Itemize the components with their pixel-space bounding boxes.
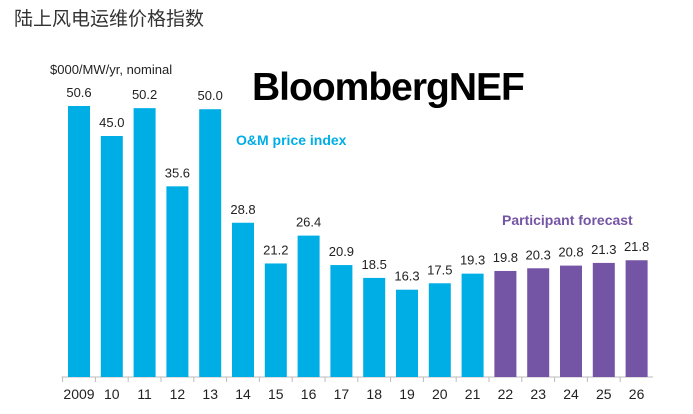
data-label-12: 35.6: [165, 165, 190, 180]
data-label-2009: 50.6: [66, 85, 91, 100]
bar-20: [428, 283, 451, 377]
data-label-20: 17.5: [427, 262, 452, 277]
bar-25: [592, 262, 615, 377]
x-tick-label-10: 10: [104, 386, 120, 402]
x-tick-label-18: 18: [366, 386, 382, 402]
bar-12: [166, 186, 189, 377]
data-label-15: 21.2: [263, 242, 288, 257]
bar-10: [100, 135, 123, 377]
data-label-13: 50.0: [198, 88, 223, 103]
series-label-forecast: Participant forecast: [502, 212, 633, 228]
x-tick-label-26: 26: [629, 386, 645, 402]
x-tick-label-25: 25: [596, 386, 612, 402]
bar-13: [199, 109, 222, 377]
bar-17: [330, 265, 353, 377]
bar-22: [494, 270, 517, 377]
x-tick-label-19: 19: [399, 386, 415, 402]
bar-23: [527, 268, 550, 377]
x-tick-label-20: 20: [432, 386, 448, 402]
x-tick-label-22: 22: [498, 386, 514, 402]
x-tick-label-15: 15: [268, 386, 284, 402]
data-label-17: 20.9: [329, 244, 354, 259]
data-label-10: 45.0: [99, 115, 124, 130]
x-tick-label-17: 17: [334, 386, 350, 402]
x-tick-label-16: 16: [301, 386, 317, 402]
bar-16: [297, 235, 320, 377]
x-tick-label-13: 13: [202, 386, 218, 402]
bar-24: [560, 265, 582, 377]
data-label-14: 28.8: [230, 202, 255, 217]
x-tick-label-23: 23: [530, 386, 546, 402]
y-axis-label: $000/MW/yr, nominal: [50, 62, 173, 77]
bar-15: [264, 263, 287, 377]
data-label-19: 16.3: [394, 269, 419, 284]
bar-14: [232, 222, 254, 377]
data-label-25: 21.3: [591, 242, 616, 257]
data-label-22: 19.8: [493, 250, 518, 265]
bar-21: [461, 273, 484, 377]
x-tick-label-12: 12: [170, 386, 186, 402]
bar-2009: [68, 106, 90, 377]
bar-18: [363, 277, 386, 377]
data-label-18: 18.5: [362, 257, 387, 272]
x-tick-label-2009: 2009: [63, 386, 94, 402]
data-label-26: 21.8: [624, 239, 649, 254]
x-tick-label-11: 11: [137, 386, 152, 402]
series-label-om-index: O&M price index: [236, 132, 347, 148]
bar-19: [396, 289, 418, 377]
brand-logo: BloombergNEF: [252, 66, 525, 109]
data-label-11: 50.2: [132, 87, 157, 102]
data-label-23: 20.3: [526, 247, 551, 262]
data-label-24: 20.8: [558, 245, 583, 260]
bar-26: [625, 260, 648, 377]
page-title: 陆上风电运维价格指数: [14, 9, 205, 30]
x-tick-label-14: 14: [235, 386, 251, 402]
bar-11: [133, 108, 156, 377]
data-label-16: 26.4: [296, 215, 321, 230]
x-tick-label-21: 21: [465, 386, 481, 402]
x-tick-label-24: 24: [563, 386, 579, 402]
data-label-21: 19.3: [460, 253, 485, 268]
